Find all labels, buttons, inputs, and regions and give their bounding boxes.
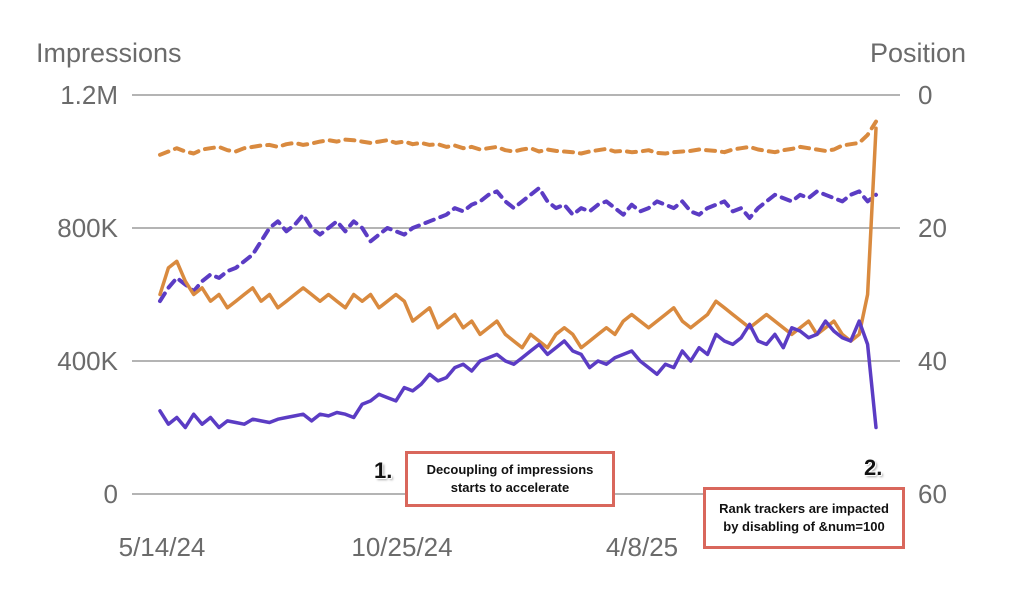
series-group bbox=[158, 119, 878, 430]
x-tick-label: 4/8/25 bbox=[606, 532, 678, 562]
impressions-solid-series-line bbox=[158, 319, 878, 430]
x-axis-ticks: 5/14/24 10/25/24 4/8/25 bbox=[119, 532, 679, 562]
gridlines bbox=[132, 94, 900, 495]
x-tick-label: 10/25/24 bbox=[351, 532, 452, 562]
annotation-2-text: Rank trackers are impacted by disabling … bbox=[719, 501, 889, 534]
right-tick-label: 0 bbox=[918, 80, 932, 110]
annotation-2-box: Rank trackers are impacted by disabling … bbox=[703, 487, 905, 549]
right-tick-label: 40 bbox=[918, 346, 947, 376]
x-tick-label: 5/14/24 bbox=[119, 532, 206, 562]
annotation-1-text: Decoupling of impressions starts to acce… bbox=[426, 462, 594, 495]
right-tick-label: 60 bbox=[918, 479, 947, 509]
left-tick-label: 0 bbox=[104, 479, 118, 509]
left-axis-title: Impressions bbox=[36, 38, 182, 68]
left-axis-ticks: 1.2M 800K 400K 0 bbox=[57, 80, 118, 509]
annotation-1-number: 1. bbox=[374, 458, 393, 483]
annotation-2-number: 2. bbox=[864, 455, 883, 480]
left-tick-label: 800K bbox=[57, 213, 118, 243]
right-axis-ticks: 0 20 40 60 bbox=[918, 80, 947, 509]
right-tick-label: 20 bbox=[918, 213, 947, 243]
left-tick-label: 1.2M bbox=[60, 80, 118, 110]
right-axis-title: Position bbox=[870, 38, 966, 68]
left-tick-label: 400K bbox=[57, 346, 118, 376]
impressions-dashed-series-line bbox=[158, 186, 878, 304]
position-solid-series-line bbox=[158, 126, 878, 350]
position-dashed-series-line bbox=[158, 119, 878, 157]
annotation-1-box: Decoupling of impressions starts to acce… bbox=[405, 451, 615, 507]
